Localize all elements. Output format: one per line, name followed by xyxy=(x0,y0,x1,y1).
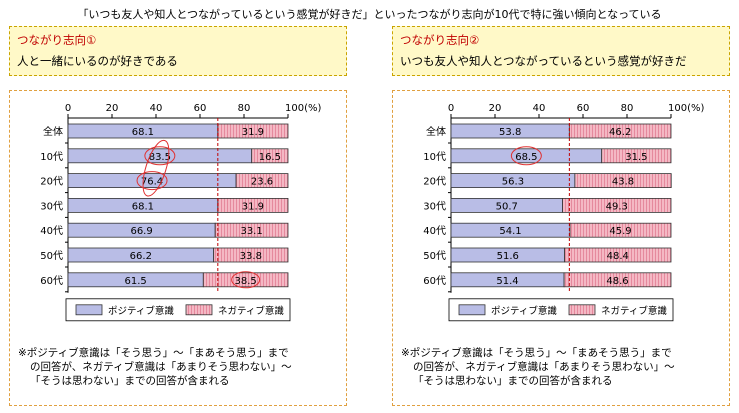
category-label: 40代 xyxy=(40,225,63,237)
positive-value-label: 51.6 xyxy=(497,251,519,262)
panel-tag-1: つながり志向① xyxy=(17,33,97,47)
highlight-circle xyxy=(510,146,542,166)
highlight-circle-group xyxy=(142,139,170,197)
negative-value-label: 46.2 xyxy=(609,127,631,138)
category-label: 50代 xyxy=(40,250,63,262)
category-label: 20代 xyxy=(423,176,446,188)
bar-chart-1: 0 20 40 60 80 100(%) 全体 68.1 31.9 10代 83.5 16.5 20代 7… xyxy=(40,103,321,322)
positive-value-label: 61.5 xyxy=(125,276,147,287)
highlight-circle xyxy=(231,271,261,289)
negative-value-label: 43.8 xyxy=(612,177,634,188)
negative-value-label: 33.1 xyxy=(240,226,262,237)
negative-value-label: 31.9 xyxy=(242,127,264,138)
negative-value-label: 38.5 xyxy=(235,276,257,287)
header-box-2: つながり志向② いつも友人や知人とつながっているという感覚が好きだ xyxy=(392,26,730,76)
positive-value-label: 68.1 xyxy=(132,201,154,212)
chart-panel-2: 0 20 40 60 80 100(%) 全体 53.8 46.2 10代 68.5 31.5 20代 5… xyxy=(392,90,730,406)
panel-description-2: いつも友人や知人とつながっているという感覚が好きだ xyxy=(400,54,687,68)
negative-value-label: 45.9 xyxy=(609,226,631,237)
footnote-line: の回答が、ネガティブ意識は「あまりそう思わない」～ xyxy=(30,361,292,373)
footnote-line: ※ポジティブ意識は「そう思う」～「まあそう思う」まで xyxy=(18,347,289,359)
negative-bar xyxy=(569,222,672,238)
x-tick-label: 40 xyxy=(150,103,163,114)
negative-bar xyxy=(564,247,672,263)
negative-bar xyxy=(214,222,289,238)
negative-bar xyxy=(235,173,289,188)
x-tick-label: 80 xyxy=(621,103,634,114)
x-tick-label: 60 xyxy=(194,103,207,114)
x-tick-label: 100(%) xyxy=(668,103,704,114)
negative-value-label: 33.8 xyxy=(240,251,262,262)
negative-bar xyxy=(251,148,289,164)
legend-swatch-negative xyxy=(185,304,213,316)
highlight-circle xyxy=(144,146,176,166)
positive-value-label: 51.4 xyxy=(496,276,518,287)
category-label: 20代 xyxy=(40,176,63,188)
positive-value-label: 83.5 xyxy=(149,152,171,163)
category-label: 40代 xyxy=(423,225,446,237)
footnote-line: の回答が、ネガティブ意識は「あまりそう思わない」～ xyxy=(413,361,675,373)
footnote-line: ※ポジティブ意識は「そう思う」～「まあそう思う」まで xyxy=(401,347,672,359)
x-tick-label: 20 xyxy=(489,103,502,114)
category-label: 全体 xyxy=(426,125,446,138)
positive-value-label: 68.5 xyxy=(515,152,537,163)
x-tick-label: 100(%) xyxy=(285,103,321,114)
positive-value-label: 66.9 xyxy=(130,226,152,237)
x-tick-label: 0 xyxy=(448,103,454,114)
highlight-circle xyxy=(136,171,168,191)
negative-value-label: 48.4 xyxy=(607,251,629,262)
legend-swatch-positive xyxy=(458,304,486,316)
header-box-1: つながり志向① 人と一緒にいるのが好きである xyxy=(9,26,347,76)
bar-chart-2: 0 20 40 60 80 100(%) 全体 53.8 46.2 10代 68.5 31.5 20代 5… xyxy=(423,103,704,322)
negative-value-label: 49.3 xyxy=(606,201,628,212)
negative-bar xyxy=(601,148,672,164)
category-label: 10代 xyxy=(40,151,63,163)
category-label: 50代 xyxy=(423,250,446,262)
legend-label-positive: ポジティブ意識 xyxy=(491,305,557,317)
negative-value-label: 23.6 xyxy=(251,177,273,188)
positive-value-label: 66.2 xyxy=(130,251,152,262)
x-tick-label: 20 xyxy=(106,103,119,114)
legend-label-negative: ネガティブ意識 xyxy=(218,305,284,317)
footnote-2: ※ポジティブ意識は「そう思う」～「まあそう思う」まで の回答が、ネガティブ意識は… xyxy=(401,346,723,388)
x-tick-label: 40 xyxy=(533,103,546,114)
page-title: 「いつも友人や知人とつながっているという感覚が好きだ」といったつながり志向が10… xyxy=(77,8,662,21)
footnote-1: ※ポジティブ意識は「そう思う」～「まあそう思う」まで の回答が、ネガティブ意識は… xyxy=(18,346,340,388)
category-label: 60代 xyxy=(423,275,446,287)
positive-value-label: 76.4 xyxy=(141,177,163,188)
category-label: 30代 xyxy=(423,200,446,212)
footnote-line: 「そうは思わない」までの回答が含まれる xyxy=(413,375,613,387)
footnote-line: 「そうは思わない」までの回答が含まれる xyxy=(30,375,230,387)
positive-value-label: 68.1 xyxy=(132,127,154,138)
negative-bar xyxy=(563,272,672,288)
negative-bar xyxy=(574,173,672,188)
panel-tag-2: つながり志向② xyxy=(400,33,480,47)
negative-bar xyxy=(213,247,289,263)
panel-description-1: 人と一緒にいるのが好きである xyxy=(17,54,178,68)
legend-box xyxy=(65,298,291,322)
legend-label-positive: ポジティブ意識 xyxy=(108,305,174,317)
legend-swatch-positive xyxy=(75,304,103,316)
negative-bar xyxy=(562,198,672,213)
legend-box xyxy=(448,298,674,322)
category-label: 10代 xyxy=(423,151,446,163)
positive-value-label: 54.1 xyxy=(499,226,521,237)
negative-value-label: 31.9 xyxy=(242,201,264,212)
negative-bar xyxy=(202,272,289,288)
positive-value-label: 50.7 xyxy=(496,201,518,212)
x-tick-label: 0 xyxy=(65,103,71,114)
negative-value-label: 16.5 xyxy=(259,152,281,163)
negative-value-label: 48.6 xyxy=(606,276,628,287)
x-tick-label: 80 xyxy=(238,103,251,114)
chart-panel-1: 0 20 40 60 80 100(%) 全体 68.1 31.9 10代 83.5 16.5 20代 7… xyxy=(9,90,347,406)
category-label: 60代 xyxy=(40,275,63,287)
negative-value-label: 31.5 xyxy=(625,152,647,163)
category-label: 全体 xyxy=(43,125,63,138)
x-tick-label: 60 xyxy=(577,103,590,114)
category-label: 30代 xyxy=(40,200,63,212)
positive-value-label: 53.8 xyxy=(499,127,521,138)
legend-swatch-negative xyxy=(568,304,596,316)
legend-label-negative: ネガティブ意識 xyxy=(601,305,667,317)
positive-value-label: 56.3 xyxy=(502,177,524,188)
